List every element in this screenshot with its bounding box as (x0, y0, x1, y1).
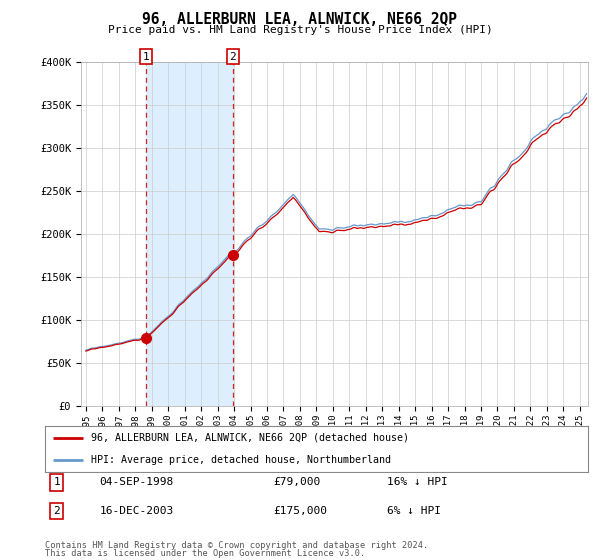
Text: 96, ALLERBURN LEA, ALNWICK, NE66 2QP: 96, ALLERBURN LEA, ALNWICK, NE66 2QP (143, 12, 458, 27)
Text: This data is licensed under the Open Government Licence v3.0.: This data is licensed under the Open Gov… (45, 549, 365, 558)
Text: Contains HM Land Registry data © Crown copyright and database right 2024.: Contains HM Land Registry data © Crown c… (45, 541, 428, 550)
Text: HPI: Average price, detached house, Northumberland: HPI: Average price, detached house, Nort… (91, 455, 391, 465)
Text: 1: 1 (143, 52, 149, 62)
Text: 96, ALLERBURN LEA, ALNWICK, NE66 2QP (detached house): 96, ALLERBURN LEA, ALNWICK, NE66 2QP (de… (91, 432, 409, 442)
Text: 16-DEC-2003: 16-DEC-2003 (100, 506, 173, 516)
Text: 16% ↓ HPI: 16% ↓ HPI (387, 478, 448, 488)
Text: 2: 2 (229, 52, 236, 62)
Text: £79,000: £79,000 (273, 478, 320, 488)
Text: 04-SEP-1998: 04-SEP-1998 (100, 478, 173, 488)
Text: 6% ↓ HPI: 6% ↓ HPI (387, 506, 441, 516)
Text: Price paid vs. HM Land Registry's House Price Index (HPI): Price paid vs. HM Land Registry's House … (107, 25, 493, 35)
Bar (146, 62, 233, 406)
Text: 2: 2 (53, 506, 61, 516)
Text: 1: 1 (53, 478, 61, 488)
Text: £175,000: £175,000 (273, 506, 327, 516)
